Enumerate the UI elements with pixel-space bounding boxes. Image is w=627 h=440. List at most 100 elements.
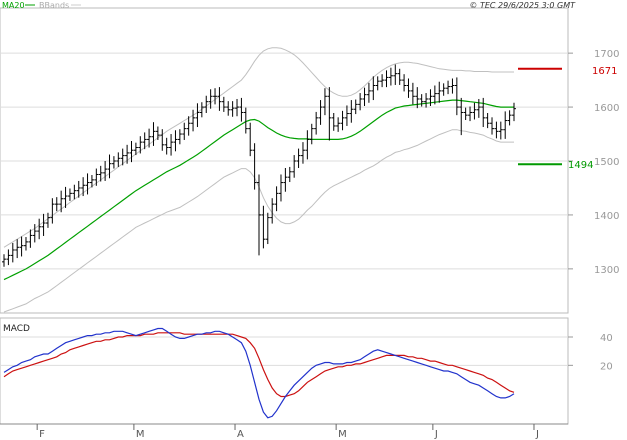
ohlc-bar: [485, 113, 490, 129]
ohlc-bar: [120, 148, 125, 166]
ohlc-bar: [358, 93, 363, 111]
ohlc-bar: [54, 197, 59, 212]
ohlc-bar: [300, 142, 305, 164]
ohlc-bar: [410, 82, 415, 105]
ohlc-bar: [195, 103, 200, 128]
xtick-label-J: J: [535, 429, 539, 440]
ohlc-bar: [72, 184, 77, 200]
ohlc-bar: [261, 205, 266, 249]
ohlc-bar: [204, 95, 209, 114]
macd-title: MACD: [3, 324, 30, 334]
ohlc-bar: [336, 117, 341, 132]
ohlc-bar: [322, 88, 327, 116]
ytick-label-1400: 1400: [594, 211, 619, 222]
ohlc-bar: [498, 121, 503, 140]
ohlc-bar: [468, 106, 473, 122]
ohlc-bar: [428, 89, 433, 106]
ohlc-bar: [133, 142, 138, 156]
ohlc-bar: [371, 76, 376, 101]
ohlc-bar: [388, 67, 393, 86]
legend-ma20: MA20: [2, 1, 25, 10]
ohlc-bar: [265, 212, 270, 245]
macd-line: [3, 327, 515, 419]
ohlc-bar: [37, 218, 42, 240]
ohlc-bar: [248, 122, 253, 157]
ohlc-bar: [59, 190, 64, 213]
ohlc-bar: [15, 239, 20, 259]
ohlc-bar: [349, 100, 354, 123]
ohlc-bar: [331, 113, 336, 131]
support-label: 1494: [568, 160, 593, 171]
ohlc-bar: [454, 77, 459, 116]
ohlc-bar: [472, 102, 477, 120]
ohlc-bar: [252, 143, 257, 190]
ohlc-bar: [235, 98, 240, 117]
ohlc-bar: [107, 154, 112, 179]
ohlc-bar: [384, 70, 389, 88]
ohlc-bar: [32, 224, 37, 243]
ohlc-bar: [76, 180, 81, 198]
ohlc-bar: [94, 168, 99, 186]
ohlc-bar: [138, 136, 143, 154]
ohlc-bar: [23, 237, 28, 251]
copyright-text: © TEC 29/6/2025 3:0 GMT: [469, 1, 576, 10]
ohlc-bar: [494, 121, 499, 139]
ohlc-bar: [490, 117, 495, 135]
ohlc-bar: [169, 134, 174, 156]
xtick-label-M: M: [338, 429, 347, 440]
ohlc-bar: [362, 87, 367, 106]
ohlc-bar: [283, 168, 288, 192]
ohlc-bar: [85, 173, 90, 195]
ytick-label-1300: 1300: [594, 265, 619, 276]
ohlc-bar: [340, 110, 345, 131]
xtick-label-M: M: [136, 429, 145, 440]
ohlc-bar: [147, 128, 152, 148]
ohlc-bar: [309, 123, 314, 145]
signal-line: [3, 332, 515, 398]
ohlc-bar: [463, 107, 468, 121]
resistance-label: 1671: [592, 66, 617, 77]
ohlc-bar: [213, 88, 218, 105]
ohlc-bar: [182, 122, 187, 140]
legend-bbands: BBands: [39, 1, 69, 10]
ohlc-bar: [314, 111, 319, 135]
ohlc-bar: [318, 100, 323, 125]
ohlc-bar: [125, 144, 130, 164]
ohlc-bar: [50, 198, 55, 224]
ohlc-bar: [67, 188, 72, 201]
ohlc-bar: [155, 126, 160, 140]
ohlc-bar: [239, 97, 244, 122]
ohlc-bar: [481, 97, 486, 128]
ohlc-bar: [63, 186, 68, 208]
ohlc-bar: [446, 80, 451, 95]
ma20-line: [3, 99, 514, 281]
ohlc-bar: [287, 166, 292, 183]
ohlc-bar: [111, 156, 116, 169]
ohlc-bar: [270, 198, 275, 224]
macd-lines: [3, 327, 515, 419]
ohlc-bar: [406, 78, 411, 98]
ohlc-bar: [424, 93, 429, 108]
ohlc-bar: [353, 99, 358, 115]
price-grid: 1300 1400 1500 1600 1700: [0, 49, 619, 276]
ohlc-bar: [230, 101, 235, 117]
bband-upper-line: [3, 47, 514, 248]
ytick-label-1500: 1500: [594, 157, 619, 168]
ohlc-bar: [41, 213, 46, 236]
ohlc-bar: [503, 111, 508, 139]
ohlc-bar: [344, 105, 349, 126]
ohlc-bar: [10, 242, 15, 263]
macd-ytick-label-20: 20: [600, 361, 613, 372]
ohlc-bar: [375, 76, 380, 91]
ohlc-bar: [243, 107, 248, 134]
ohlc-bar: [450, 78, 455, 94]
ohlc-bar: [160, 129, 165, 151]
ohlc-bar: [437, 81, 442, 103]
ohlc-bar: [81, 177, 86, 197]
ohlc-bar: [89, 175, 94, 188]
ohlc-bar: [476, 98, 481, 118]
ohlc-bar: [173, 130, 178, 152]
